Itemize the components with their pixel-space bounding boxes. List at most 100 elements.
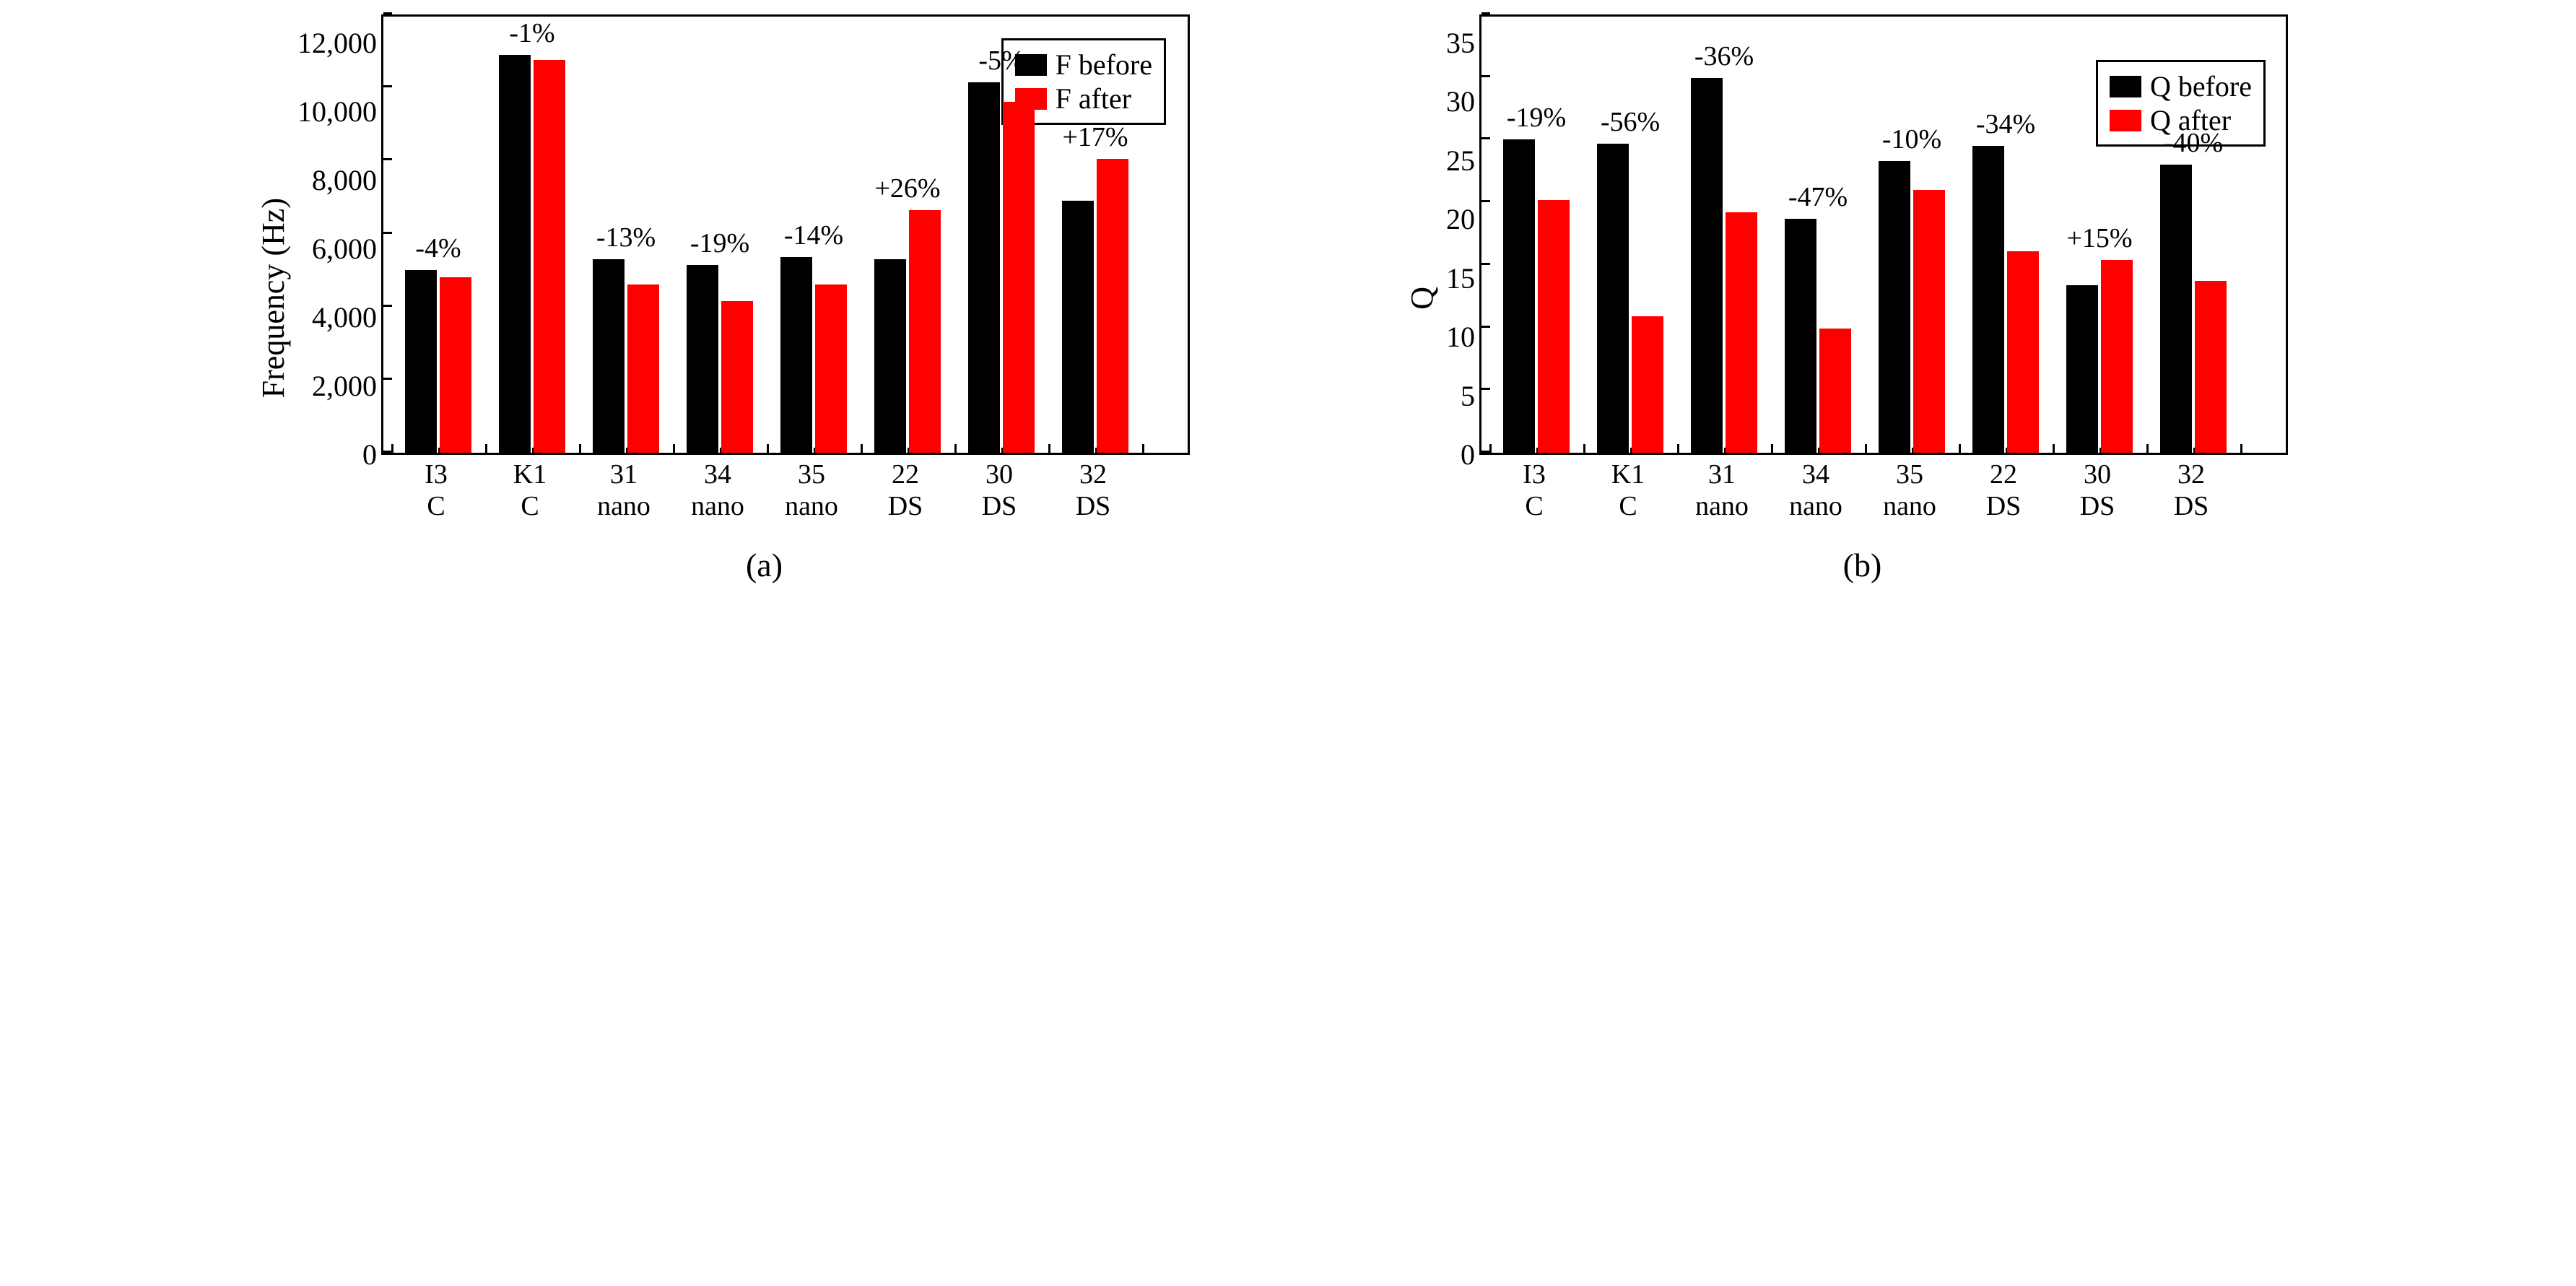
x-tick-label: 22 DS [888, 459, 923, 522]
chart-a-ylabel: Frequency (Hz) [255, 140, 292, 398]
bar-annotation: -56% [1601, 106, 1660, 138]
bar-before [687, 265, 718, 453]
bar-annotation: -10% [1882, 123, 1941, 155]
chart-b-plot-row: 35302520151050 Q beforeQ after -19%-56%-… [1446, 14, 2321, 455]
chart-b-plot-area: Q beforeQ after -19%-56%-36%-47%-10%-34%… [1479, 14, 2288, 455]
x-tick-label: 32 DS [1076, 459, 1111, 522]
x-tick-label: 34 nano [691, 459, 744, 522]
chart-b-ylabel: Q [1404, 229, 1440, 310]
bar-annotation: -14% [784, 220, 843, 251]
chart-a-plot-row: 12,00010,0008,0006,0004,0002,0000 F befo… [297, 14, 1274, 455]
x-tick-label: 35 nano [785, 459, 838, 522]
bar-after [1726, 212, 1757, 453]
panel-a: Frequency (Hz) 12,00010,0008,0006,0004,0… [255, 14, 1274, 584]
bar-before [2066, 285, 2098, 453]
panel-a-caption: (a) [746, 546, 783, 584]
bar-annotation: +26% [874, 173, 940, 204]
chart-b-yaxis: 35302520151050 [1446, 14, 1479, 455]
bar-annotation: -19% [690, 227, 749, 259]
y-tick-label: 10 [1446, 323, 1475, 352]
x-tick-mark [2240, 444, 2242, 453]
bar-after [534, 60, 565, 453]
y-tick-mark [1481, 137, 1490, 139]
x-tick-label: 35 nano [1883, 459, 1936, 522]
x-minor-tick-mark [1536, 448, 1538, 453]
bar-annotation: -4% [415, 233, 461, 264]
chart-a-body: 12,00010,0008,0006,0004,0002,0000 F befo… [297, 14, 1274, 524]
x-minor-tick-mark [438, 448, 440, 453]
chart-a-plot-area: F beforeF after -4%-1%-13%-19%-14%+26%-5… [381, 14, 1190, 455]
x-minor-tick-mark [1818, 448, 1819, 453]
x-minor-tick-mark [720, 448, 721, 453]
bar-annotation: -40% [2164, 127, 2223, 159]
bar-before [1597, 144, 1629, 453]
x-tick-label: I3 C [425, 459, 448, 522]
bar-after [1097, 159, 1128, 453]
y-tick-mark [1481, 326, 1490, 328]
bar-after [627, 284, 659, 453]
y-tick-label: 35 [1446, 29, 1475, 58]
bar-after [815, 284, 847, 453]
y-tick-label: 4,000 [312, 303, 377, 332]
legend-row: Q before [2110, 69, 2252, 103]
x-minor-tick-mark [1001, 448, 1003, 453]
x-tick-label: 22 DS [1986, 459, 2022, 522]
x-minor-tick-mark [908, 448, 909, 453]
x-tick-mark [1865, 444, 1867, 453]
bar-before [968, 82, 1000, 453]
x-tick-mark [767, 444, 769, 453]
y-tick-mark [383, 12, 392, 14]
bar-before [1691, 78, 1723, 453]
bar-after [1003, 102, 1035, 453]
x-tick-mark [954, 444, 957, 453]
y-tick-mark [383, 378, 392, 380]
bar-before [1879, 161, 1910, 453]
x-tick-mark [1142, 444, 1144, 453]
x-tick-mark [579, 444, 581, 453]
x-minor-tick-mark [1095, 448, 1097, 453]
bar-after [909, 210, 941, 453]
x-minor-tick-mark [2099, 448, 2101, 453]
bar-before [1062, 201, 1094, 453]
x-tick-mark [1583, 444, 1585, 453]
bar-annotation: -13% [596, 222, 656, 253]
bar-after [2195, 281, 2227, 453]
x-tick-mark [1489, 444, 1492, 453]
y-tick-label: 2,000 [312, 372, 377, 401]
bar-before [1503, 139, 1535, 453]
bar-before [499, 55, 531, 453]
y-tick-mark [383, 232, 392, 234]
bar-annotation: -36% [1694, 40, 1754, 72]
bar-before [1785, 219, 1816, 453]
x-minor-tick-mark [814, 448, 815, 453]
bar-after [1819, 329, 1851, 453]
bar-annotation: -1% [509, 17, 554, 49]
x-minor-tick-mark [2006, 448, 2007, 453]
bar-after [2101, 260, 2133, 453]
bar-after [2007, 251, 2039, 453]
bar-before [780, 257, 812, 453]
y-tick-label: 30 [1446, 87, 1475, 116]
chart-b-outer: Q 35302520151050 Q beforeQ after -19%-56… [1404, 14, 2321, 524]
x-tick-label: K1 C [513, 459, 547, 522]
bar-after [440, 277, 471, 453]
chart-b-xaxis: I3 CK1 C31 nano34 nano35 nano22 DS30 DS3… [1446, 459, 2321, 524]
y-tick-label: 25 [1446, 147, 1475, 175]
bar-before [2160, 165, 2192, 453]
legend-row: F before [1015, 48, 1152, 82]
x-tick-mark [1959, 444, 1961, 453]
bar-annotation: -19% [1507, 102, 1566, 134]
x-minor-tick-mark [1912, 448, 1913, 453]
y-tick-mark [1481, 75, 1490, 77]
chart-a-yaxis: 12,00010,0008,0006,0004,0002,0000 [297, 14, 381, 455]
legend-label: F after [1056, 82, 1132, 116]
x-tick-mark [673, 444, 675, 453]
y-tick-label: 6,000 [312, 235, 377, 264]
y-tick-label: 15 [1446, 264, 1475, 293]
x-tick-label: 31 nano [1695, 459, 1749, 522]
figure-wrap: Frequency (Hz) 12,00010,0008,0006,0004,0… [0, 0, 2576, 591]
bar-before [874, 259, 906, 453]
y-tick-mark [383, 85, 392, 87]
x-tick-label: K1 C [1611, 459, 1645, 522]
y-tick-mark [1481, 12, 1490, 14]
